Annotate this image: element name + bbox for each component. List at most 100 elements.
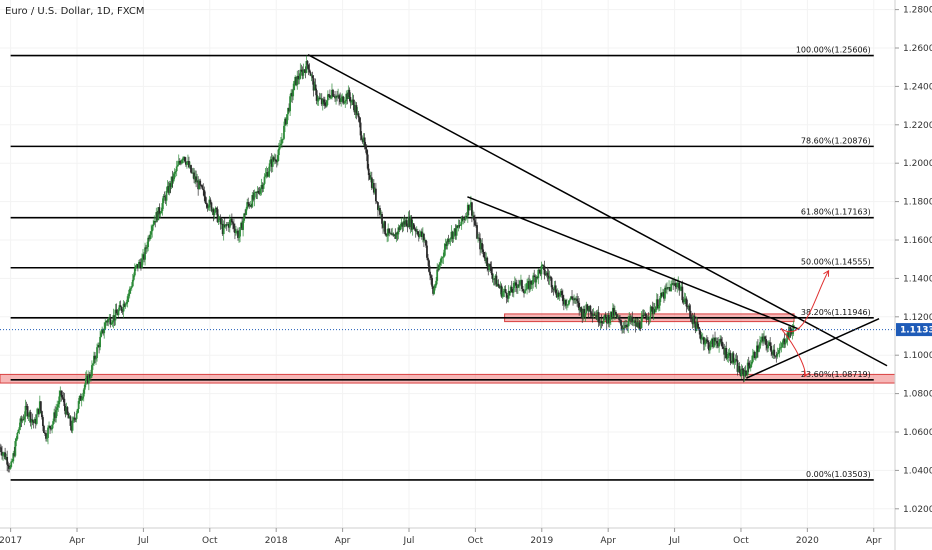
candle-body	[32, 421, 35, 424]
candle-body	[48, 425, 50, 428]
candle-body	[450, 231, 453, 239]
candle-body	[384, 221, 386, 235]
candle-body	[350, 100, 353, 103]
candle-body	[661, 292, 663, 297]
candle-body	[580, 307, 583, 312]
candle-body	[616, 314, 618, 318]
candle-body	[617, 317, 619, 319]
candle-body	[112, 315, 115, 323]
candle-body	[634, 320, 637, 327]
candle-body	[467, 204, 470, 211]
candle-body	[513, 282, 516, 284]
x-tick-label: Oct	[733, 536, 749, 546]
candle-body	[737, 366, 740, 372]
candle-body	[305, 61, 308, 73]
candle-body	[690, 316, 693, 320]
candle-body	[15, 438, 18, 442]
candle-body	[570, 296, 572, 300]
candle-body	[683, 299, 686, 303]
candle-body	[606, 315, 609, 324]
candle-body	[748, 365, 751, 368]
candle-body	[61, 395, 64, 398]
candle-body	[439, 262, 442, 266]
x-tick-label: Apr	[69, 536, 85, 546]
candle-body	[190, 165, 192, 173]
candle-body	[488, 263, 491, 270]
candle-body	[79, 396, 82, 401]
candle-body	[401, 222, 404, 227]
candle-body	[87, 374, 90, 384]
candle-body	[460, 216, 463, 225]
candle-body	[509, 286, 512, 293]
candle-body	[495, 275, 498, 287]
trendline	[745, 318, 880, 379]
candle-body	[334, 96, 336, 99]
candle-body	[235, 231, 237, 233]
candle-body	[311, 75, 314, 79]
candle-body	[543, 265, 546, 275]
candle-body	[596, 312, 599, 320]
chart-grid	[0, 0, 895, 528]
candle-body	[207, 207, 210, 209]
candle-body	[713, 337, 715, 347]
time-axis[interactable]: 2017 Apr Jul Oct 2018 Apr Jul Oct 2019 Apr Jul Oct 2…	[0, 528, 882, 546]
candle-body	[220, 223, 223, 225]
candle-body	[45, 433, 47, 439]
candle-body	[626, 326, 629, 328]
candle-body	[272, 157, 275, 161]
candle-body	[147, 237, 150, 248]
candle-body	[254, 192, 257, 193]
candle-body	[526, 283, 528, 290]
candle-body	[50, 428, 52, 430]
candle-body	[653, 309, 656, 313]
candle-body	[749, 364, 752, 368]
candle-body	[201, 185, 204, 189]
x-tick-label: Apr	[866, 536, 882, 546]
candle-body	[394, 234, 397, 239]
candle-body	[173, 171, 176, 174]
candle-body	[404, 220, 407, 225]
candle-body	[490, 266, 493, 274]
candle-body	[639, 328, 642, 329]
candle-body	[753, 351, 756, 359]
candle-body	[783, 338, 786, 345]
candle-body	[34, 419, 37, 424]
y-tick-label: 1.08000	[903, 390, 932, 400]
candle-body	[10, 461, 13, 467]
candle-body	[346, 93, 349, 99]
x-tick-label: Oct	[202, 536, 218, 546]
candle-body	[466, 204, 469, 217]
candle-body	[245, 208, 248, 215]
candle-body	[658, 298, 661, 306]
candle-body	[681, 286, 684, 301]
candle-body	[341, 96, 344, 99]
candle-body	[253, 192, 256, 200]
candle-body	[674, 283, 677, 286]
bullish-arrow	[780, 270, 830, 332]
candle-body	[432, 286, 434, 294]
candle-body	[584, 312, 587, 317]
candle-body	[368, 175, 371, 180]
candle-body	[752, 351, 755, 356]
candle-body	[155, 212, 158, 223]
candle-body	[363, 137, 366, 146]
candle-body	[306, 61, 309, 65]
candle-body	[266, 172, 269, 177]
candle-body	[59, 390, 62, 397]
candle-body	[280, 143, 282, 146]
candle-body	[260, 185, 263, 189]
candle-body	[772, 349, 775, 355]
candle-body	[294, 76, 297, 82]
candle-body	[444, 243, 447, 250]
price-axis[interactable]: 1.28000 1.26000 1.24000 1.22000 1.20000 1.180…	[895, 6, 932, 515]
candle-body	[73, 417, 76, 419]
candle-body	[291, 92, 294, 97]
candle-body	[736, 360, 739, 372]
candle-body	[40, 411, 43, 418]
candle-body	[13, 453, 16, 456]
candle-body	[771, 351, 774, 355]
candle-body	[186, 162, 188, 165]
candle-body	[250, 205, 253, 207]
candle-body	[689, 310, 692, 317]
